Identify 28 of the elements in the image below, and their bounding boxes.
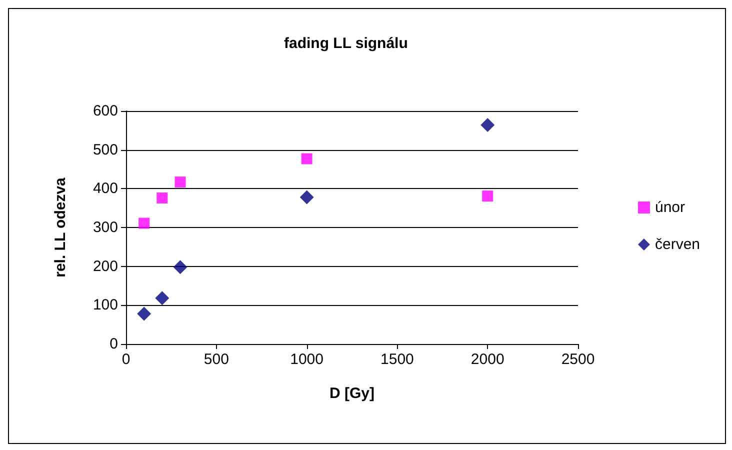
point <box>482 190 494 202</box>
point <box>137 306 152 321</box>
legend-label: únor <box>654 199 686 216</box>
point <box>138 218 150 229</box>
x-tick-label: 1500 <box>380 351 414 368</box>
x-tick-label: 0 <box>122 351 130 368</box>
point <box>155 291 170 306</box>
point <box>156 192 168 204</box>
x-tick-label: 2500 <box>561 351 595 368</box>
y-tick-label: 500 <box>92 141 118 158</box>
point <box>173 260 188 274</box>
point <box>174 176 186 188</box>
x-tick-label: 500 <box>204 351 229 368</box>
x-tick-label: 2000 <box>470 351 504 368</box>
y-tick-label: 600 <box>92 102 118 120</box>
y-tick-label: 300 <box>92 219 118 236</box>
x-axis-title: D [Gy] <box>330 385 375 402</box>
point <box>301 153 312 164</box>
point <box>480 118 495 132</box>
legend-label: červen <box>654 236 700 253</box>
y-axis-title: rel. LL odezva <box>52 176 69 278</box>
y-tick-label: 400 <box>92 180 118 198</box>
point <box>300 190 314 204</box>
y-tick-label: 200 <box>92 258 118 275</box>
x-tick-label: 1000 <box>290 351 324 368</box>
y-tick-label: 100 <box>92 296 118 314</box>
chart-title: fading LL signálu <box>284 35 408 52</box>
y-tick-label: 0 <box>110 336 118 352</box>
